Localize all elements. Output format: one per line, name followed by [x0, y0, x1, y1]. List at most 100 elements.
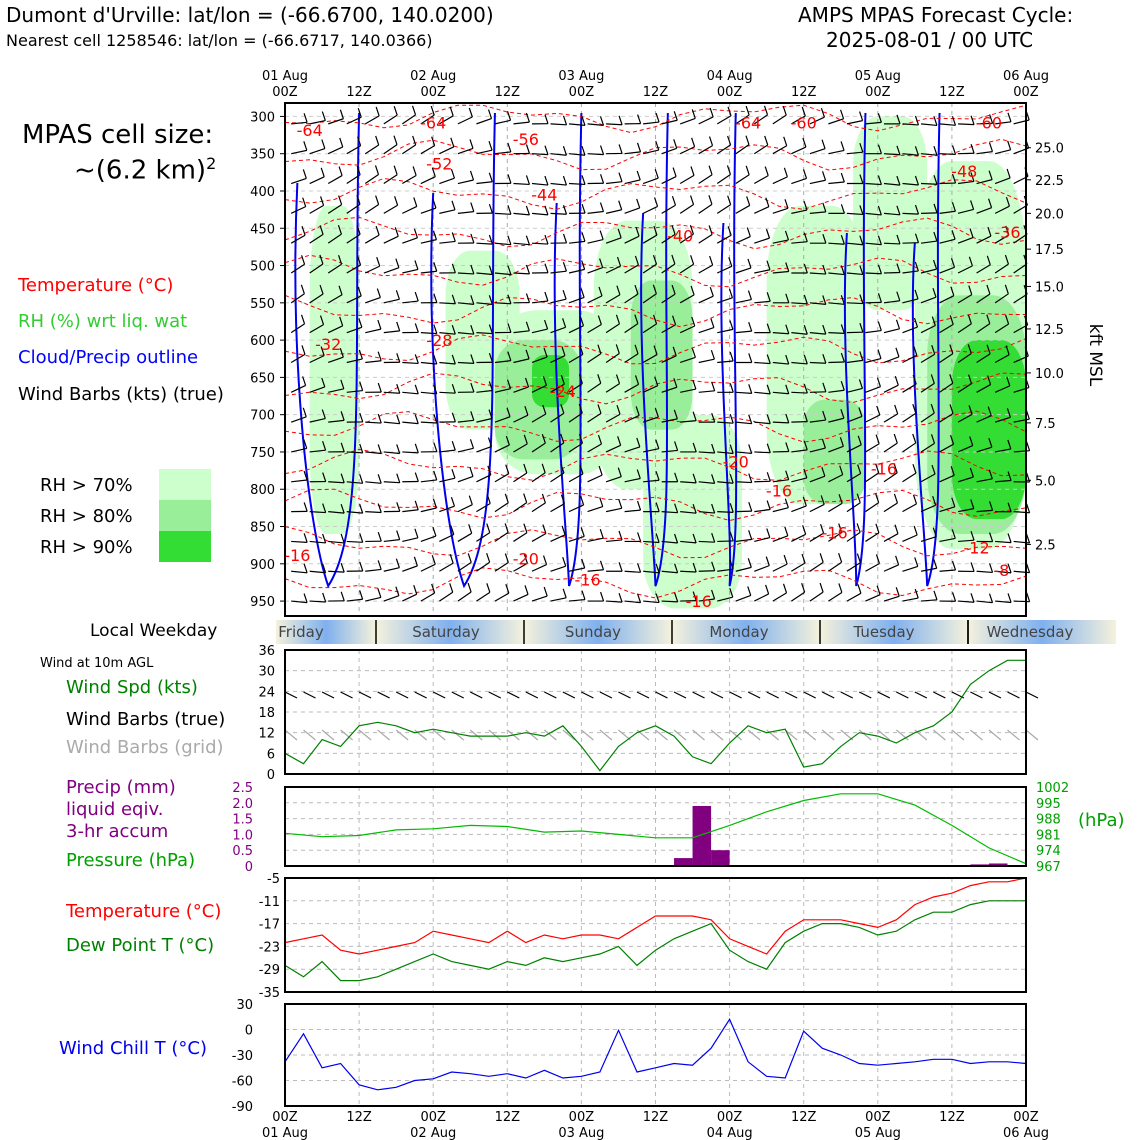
- wind-barb-staff: [920, 442, 935, 453]
- wind-barb-feather: [785, 470, 790, 480]
- wind-barb-staff: [494, 212, 511, 215]
- wind-barb-staff: [735, 204, 750, 214]
- wind-barb-feather: [451, 200, 456, 211]
- wind-barb-feather: [803, 468, 808, 479]
- wind-barb-staff: [439, 240, 456, 244]
- wind-barb-feather: [598, 286, 603, 297]
- wind-barb-staff: [587, 267, 603, 274]
- wind-barb-staff: [976, 478, 993, 483]
- weekday-label: Wednesday: [987, 623, 1074, 641]
- wind-barb-feather: [486, 523, 491, 533]
- wind-barb-staff: [531, 502, 546, 513]
- wind-barb-staff: [494, 272, 511, 276]
- wind-barb-feather: [488, 353, 493, 363]
- wind-barb-feather: [636, 170, 641, 181]
- wind-barb-feather: [968, 256, 973, 267]
- wind-barb-staff: [476, 417, 493, 423]
- wind-barb-feather: [729, 559, 734, 570]
- wind-barb-feather: [839, 465, 844, 475]
- wind-barb-staff: [346, 174, 361, 185]
- wind-barb-staff: [958, 539, 975, 543]
- wind-barb-feather: [655, 593, 660, 603]
- wind-barb-staff: [679, 117, 696, 125]
- wind-barb-staff: [402, 268, 419, 274]
- wind-barb-staff: [643, 448, 659, 453]
- wind-barb-feather: [377, 474, 382, 484]
- wind-barb-feather: [393, 105, 398, 116]
- wind-barb-feather: [618, 499, 623, 509]
- wind-barb-staff: [494, 302, 511, 305]
- wind-barb-feather: [840, 235, 845, 245]
- wind-barb-staff: [457, 116, 473, 125]
- wind-barb-feather: [970, 530, 975, 541]
- surface-barb-true: [747, 691, 761, 699]
- wind-barb-feather: [748, 414, 753, 424]
- wind-barb-feather: [912, 404, 917, 414]
- wind-barb-feather: [524, 406, 529, 416]
- precip-bar: [692, 805, 712, 866]
- wind-barb-staff: [698, 481, 715, 484]
- surface-barb-true: [340, 691, 353, 699]
- wind-barb-feather: [562, 588, 567, 599]
- wind-barb-staff: [439, 505, 455, 513]
- wind-barb-feather: [562, 115, 568, 126]
- wind-barb-feather: [839, 437, 844, 447]
- wind-barb-feather: [523, 554, 528, 564]
- wind-barb-feather: [877, 321, 882, 331]
- wind-barb-feather: [468, 524, 473, 534]
- wind-barb-staff: [698, 233, 713, 244]
- wind-barb-staff: [754, 237, 770, 244]
- wind-barb-staff: [754, 175, 769, 185]
- wind-barb-feather: [766, 443, 771, 453]
- wind-barb-staff: [735, 114, 750, 125]
- wind-barb-feather: [914, 115, 920, 126]
- wind-barb-feather: [634, 344, 639, 354]
- wind-barb-staff: [883, 533, 899, 542]
- kft-tick-label: 5.0: [1035, 474, 1056, 489]
- wind-barb-feather: [449, 106, 454, 116]
- wind-barb-feather: [507, 351, 512, 361]
- wind-barb-feather: [433, 470, 438, 481]
- wind-barb-staff: [568, 412, 583, 423]
- wind-barb-feather: [859, 143, 864, 153]
- wind-barb-staff: [939, 537, 956, 543]
- wind-barb-feather: [377, 319, 382, 330]
- wind-barb-feather: [580, 495, 585, 506]
- wind-barb-feather: [933, 116, 938, 126]
- wind-barb-staff: [995, 448, 1011, 453]
- wind-barb-staff: [494, 388, 511, 393]
- wind-barb-feather: [876, 585, 881, 595]
- wind-barb-staff: [772, 535, 789, 542]
- wind-barb-feather: [616, 285, 621, 295]
- wind-barb-staff: [920, 382, 935, 393]
- wind-barb-staff: [1013, 263, 1028, 274]
- wind-barb-feather: [655, 439, 660, 449]
- wind-barb-feather: [581, 203, 586, 214]
- wind-barb-feather: [599, 202, 605, 212]
- wind-barb-feather: [914, 289, 919, 300]
- wind-barb-staff: [976, 600, 993, 604]
- wind-barb-staff: [661, 386, 678, 393]
- wind-barb-feather: [470, 295, 475, 305]
- wind-barb-staff: [494, 444, 510, 453]
- wind-barb-staff: [383, 451, 400, 455]
- wind-barb-feather: [635, 406, 640, 416]
- wind-barb-staff: [402, 237, 418, 244]
- wind-barb-feather: [671, 225, 676, 235]
- wind-barb-feather: [377, 588, 382, 598]
- wind-barb-feather: [597, 434, 603, 445]
- wind-barb-staff: [457, 272, 474, 275]
- wind-barb-staff: [735, 391, 752, 394]
- wind-barb-staff: [846, 242, 863, 246]
- wind-barb-feather: [450, 497, 456, 507]
- wind-barb-feather: [747, 558, 752, 568]
- wind-barb-feather: [450, 137, 455, 148]
- wind-barb-feather: [766, 354, 771, 364]
- rh-swatch-70: [159, 469, 211, 500]
- wind-barb-feather: [875, 493, 880, 503]
- wind-barb-feather: [562, 290, 567, 300]
- wind-barb-feather: [1005, 225, 1010, 236]
- wind-barb-staff: [531, 212, 548, 216]
- wind-barb-feather: [356, 165, 361, 175]
- wind-barb-staff: [680, 356, 696, 364]
